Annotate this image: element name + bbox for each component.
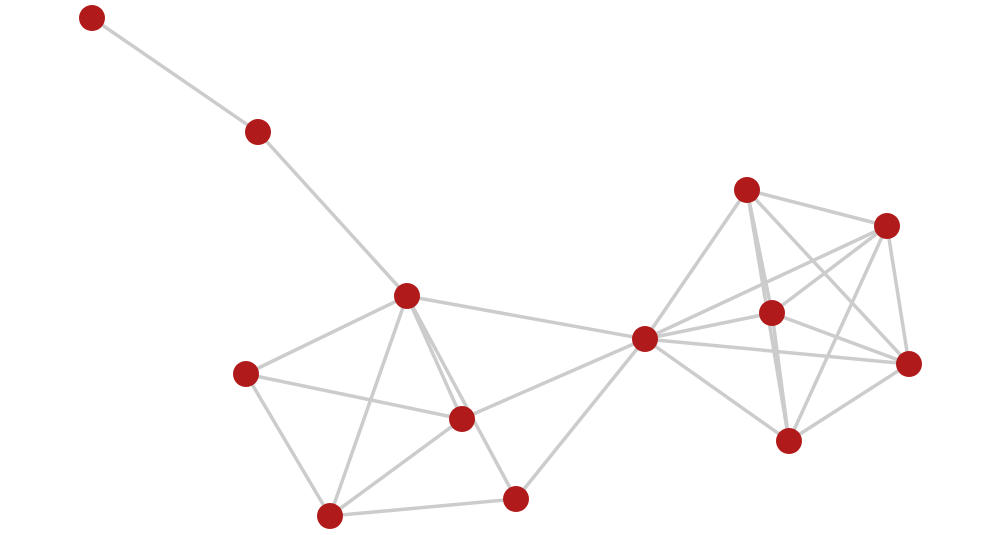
- edge-n12-n13: [788, 362, 910, 443]
- edge-n3-n4: [245, 294, 408, 376]
- edge-n3-n8: [406, 294, 646, 341]
- edge-n3-n6: [328, 295, 409, 517]
- edge-n7-n8: [514, 337, 647, 501]
- edge-n10-n13: [787, 225, 889, 442]
- edge-n4-n5: [245, 372, 463, 421]
- node-n6[interactable]: [317, 503, 343, 529]
- edge-n8-n9: [643, 189, 749, 340]
- edge-n9-n12: [745, 188, 911, 366]
- edge-n6-n7: [329, 497, 517, 518]
- node-n13[interactable]: [776, 428, 802, 454]
- edge-n8-n13: [643, 337, 791, 443]
- edge-n11-n13: [770, 312, 791, 442]
- edge-n4-n6: [244, 373, 332, 517]
- node-n4[interactable]: [233, 361, 259, 387]
- node-n12[interactable]: [896, 351, 922, 377]
- node-n11[interactable]: [759, 300, 785, 326]
- node-n10[interactable]: [874, 213, 900, 239]
- node-n9[interactable]: [734, 177, 760, 203]
- node-n8[interactable]: [632, 326, 658, 352]
- node-n1[interactable]: [79, 5, 105, 31]
- node-n3[interactable]: [394, 283, 420, 309]
- edges-layer: [91, 16, 911, 518]
- node-n2[interactable]: [245, 119, 271, 145]
- edge-n10-n12: [885, 225, 911, 365]
- edge-n5-n8: [461, 337, 646, 421]
- edge-n10-n11: [770, 224, 889, 315]
- nodes-layer: [79, 5, 922, 529]
- edge-n9-n10: [746, 188, 888, 228]
- edge-n8-n11: [644, 311, 773, 341]
- edge-n3-n7: [405, 295, 518, 500]
- node-n5[interactable]: [449, 406, 475, 432]
- edge-n11-n12: [771, 311, 910, 366]
- edge-n5-n6: [328, 417, 464, 518]
- node-n7[interactable]: [503, 486, 529, 512]
- edge-n1-n2: [91, 16, 259, 134]
- edge-n2-n3: [256, 130, 409, 298]
